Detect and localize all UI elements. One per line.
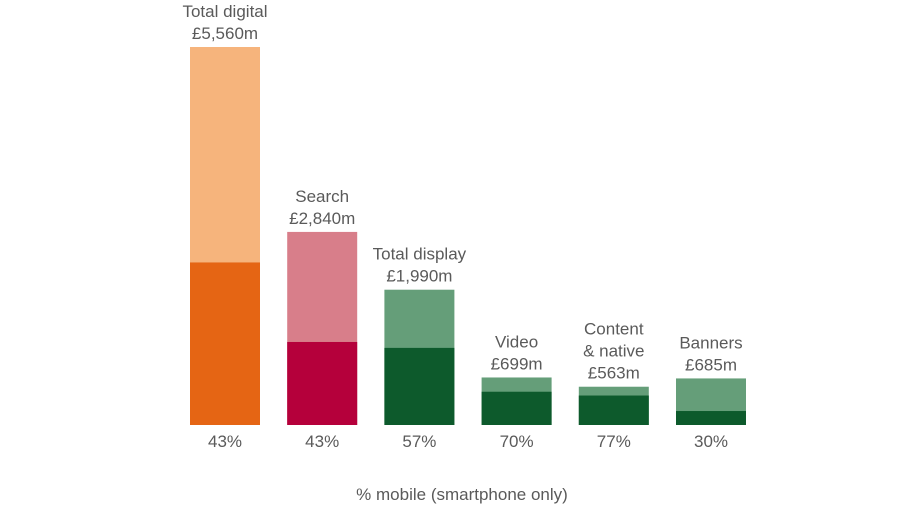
- bars-group: [190, 47, 746, 425]
- category-label-video-line-1: Video: [495, 332, 538, 351]
- category-label-search-line-1: Search: [295, 187, 349, 206]
- category-label-content-native-line-1: Content: [584, 320, 644, 339]
- mobile-percent-label-total-display: 57%: [402, 432, 436, 451]
- bar-mobile-search: [287, 341, 358, 425]
- mobile-percent-label-content-native: 77%: [597, 432, 631, 451]
- category-label-video-line-2: £699m: [491, 354, 543, 373]
- category-label-search-line-2: £2,840m: [289, 209, 355, 228]
- percent-labels-group: 43% 43% 57% 70% 77% 30%: [208, 432, 728, 451]
- category-label-total-digital-line-2: £5,560m: [192, 24, 258, 43]
- category-label-content-native-line-2: & native: [583, 342, 644, 361]
- bar-mobile-total-digital: [190, 262, 260, 425]
- mobile-percent-label-banners: 30%: [694, 432, 728, 451]
- category-label-total-display-line-1: Total display: [373, 245, 467, 264]
- category-label-total-digital-line-1: Total digital: [182, 2, 267, 21]
- mobile-percent-label-total-digital: 43%: [208, 432, 242, 451]
- bar-mobile-video: [481, 391, 552, 425]
- category-label-content-native-line-3: £563m: [588, 364, 640, 383]
- category-label-banners-line-1: Banners: [679, 333, 742, 352]
- category-label-total-display-line-2: £1,990m: [386, 267, 452, 286]
- bar-mobile-banners: [676, 411, 746, 425]
- mobile-percent-label-search: 43%: [305, 432, 339, 451]
- bar-mobile-content-native: [578, 395, 649, 425]
- bar-mobile-total-display: [384, 347, 455, 425]
- category-labels-group: Total digital £5,560m Search £2,840m Total d…: [182, 2, 742, 383]
- category-label-banners-line-2: £685m: [685, 355, 737, 374]
- x-axis-label: % mobile (smartphone only): [356, 485, 568, 504]
- mobile-percent-label-video: 70%: [500, 432, 534, 451]
